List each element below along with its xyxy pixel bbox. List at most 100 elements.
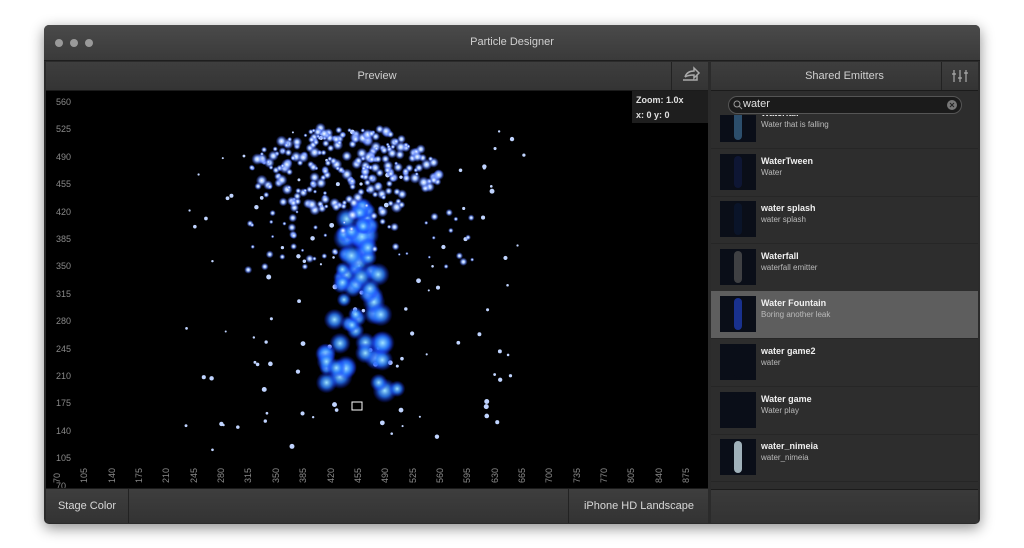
emitter-thumbnail <box>720 153 756 190</box>
search-field[interactable]: water <box>728 96 962 114</box>
particle <box>404 307 408 311</box>
particle <box>270 234 275 239</box>
particle <box>329 157 338 165</box>
particle <box>341 150 353 162</box>
emitter-row[interactable]: Water Fountain Boring another leak <box>711 291 978 340</box>
particle <box>300 341 306 347</box>
filter-button[interactable] <box>941 62 978 90</box>
particle <box>392 138 400 145</box>
particle <box>431 264 434 268</box>
emitter-row[interactable]: WaterTween Water <box>711 149 978 197</box>
window-title: Particle Designer <box>470 36 554 48</box>
emitter-handle[interactable] <box>351 401 363 411</box>
thumbnail-image <box>734 115 742 140</box>
emitter-row[interactable]: Waterfall Water that is falling <box>711 115 978 149</box>
minimize-button[interactable] <box>70 39 78 47</box>
particle <box>348 177 356 185</box>
particle <box>369 302 393 327</box>
particle <box>197 173 200 176</box>
stage-color-button[interactable]: Stage Color <box>46 489 129 523</box>
particle <box>357 237 378 258</box>
zoom-button[interactable] <box>85 39 93 47</box>
emitter-row[interactable]: water splash water splash <box>711 196 978 245</box>
particle <box>482 166 486 170</box>
emitter-thumbnail <box>720 296 756 333</box>
particle <box>364 203 369 208</box>
particle <box>260 146 268 153</box>
emitter-row[interactable]: Waterfall waterfall emitter <box>711 244 978 292</box>
emitter-name: Water game <box>761 393 812 404</box>
thumbnail-image <box>734 250 742 283</box>
x-ruler-label: 700 <box>544 467 555 483</box>
particle <box>417 176 430 189</box>
particle <box>320 149 327 156</box>
particle <box>467 214 475 222</box>
particle <box>379 218 386 225</box>
search-text: water <box>743 98 770 110</box>
share-button[interactable] <box>671 62 708 90</box>
emitter-row[interactable]: water_nimeia water_nimeia <box>711 434 978 483</box>
particle <box>334 274 351 291</box>
x-ruler-label: 385 <box>298 467 309 483</box>
x-ruler-label: 280 <box>216 467 227 483</box>
emitter-description: Water play <box>761 405 799 415</box>
particle <box>396 134 406 144</box>
thumbnail-image <box>734 393 742 426</box>
panel-footer <box>711 489 978 523</box>
particle <box>402 173 411 183</box>
emitter-row[interactable]: Water game Water play <box>711 387 978 435</box>
particle <box>269 219 274 225</box>
clear-search[interactable] <box>947 100 957 110</box>
particle <box>435 285 441 290</box>
thumbnail-image <box>734 155 742 188</box>
particle <box>329 222 335 228</box>
particle <box>263 191 270 198</box>
particle <box>509 136 515 142</box>
particle <box>224 330 227 333</box>
particle-preview <box>184 122 526 452</box>
particle <box>425 353 428 356</box>
particle <box>339 226 347 235</box>
particle <box>372 181 384 192</box>
device-button[interactable]: iPhone HD Landscape <box>568 489 709 523</box>
particle <box>448 227 454 234</box>
particle <box>427 255 431 259</box>
particle <box>335 126 343 134</box>
particle <box>367 129 376 138</box>
particle <box>293 192 302 201</box>
particle <box>326 144 335 152</box>
particle <box>410 331 415 336</box>
particle <box>356 147 368 159</box>
preview-header: Preview <box>46 62 708 91</box>
thumbnail-image <box>734 441 742 474</box>
y-ruler-label: 210 <box>56 371 72 381</box>
particle <box>498 377 503 382</box>
particle <box>323 204 329 209</box>
stage[interactable]: Zoom: 1.0x x: 0 y: 0 560 525 490 455 420 385 3… <box>46 91 708 488</box>
particle <box>369 373 388 392</box>
cursor-position: x: 0 y: 0 <box>636 110 670 120</box>
y-ruler-label: 490 <box>56 151 72 162</box>
particle <box>347 127 352 133</box>
particle <box>465 234 471 241</box>
particle <box>331 202 341 212</box>
emitter-name: Waterfall <box>761 250 799 261</box>
zoom-info: Zoom: 1.0x x: 0 y: 0 <box>632 91 708 123</box>
particle <box>370 162 381 173</box>
particle <box>477 332 482 337</box>
particle <box>506 283 509 287</box>
particle <box>295 369 301 374</box>
particle <box>309 180 317 187</box>
thumbnail-image <box>734 298 742 331</box>
particle <box>401 425 404 428</box>
particle <box>255 362 260 367</box>
search-icon <box>733 100 743 110</box>
particle <box>516 244 519 247</box>
filter-icon <box>952 70 968 82</box>
particle <box>313 224 319 230</box>
particle <box>279 253 286 260</box>
close-button[interactable] <box>55 39 63 47</box>
particle <box>495 420 500 425</box>
emitters-panel: Shared Emitters Waterfall Water that is f… <box>711 62 978 523</box>
emitter-row[interactable]: water game2 water <box>711 339 978 387</box>
